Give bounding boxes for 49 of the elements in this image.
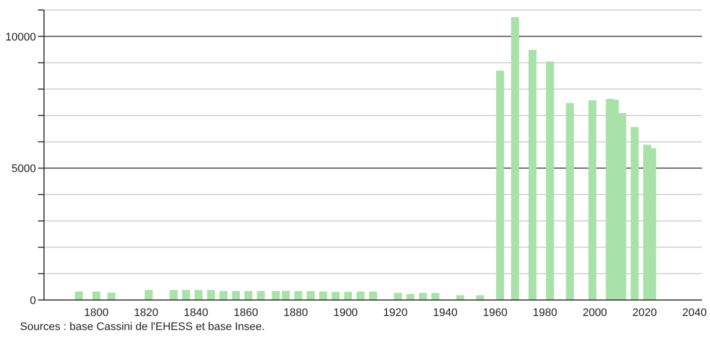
bar — [394, 292, 402, 300]
bar — [319, 292, 328, 300]
bar — [546, 61, 554, 300]
bar — [511, 17, 520, 300]
x-tick-label: 1920 — [383, 306, 408, 319]
bar — [92, 292, 100, 300]
x-tick-label: 1800 — [84, 306, 109, 319]
bar — [431, 292, 440, 300]
x-tick-label: 2020 — [632, 306, 657, 319]
bar — [194, 290, 203, 300]
x-tick-label: 1960 — [482, 306, 508, 319]
bar — [74, 292, 83, 300]
bar — [588, 100, 596, 300]
x-tick-label: 1980 — [532, 306, 558, 319]
y-tick-label: 10000 — [5, 31, 36, 44]
bar — [256, 291, 265, 300]
y-tick-label: 5000 — [12, 163, 36, 176]
bar — [306, 291, 315, 300]
y-tick-label: 0 — [30, 294, 36, 307]
bar — [496, 70, 504, 300]
x-tick-label: 1860 — [234, 306, 258, 319]
bar — [406, 294, 414, 300]
bar — [207, 290, 215, 300]
x-tick-label: 2040 — [682, 306, 707, 319]
x-tick-label: 1820 — [134, 306, 158, 319]
bar — [344, 292, 352, 300]
bar — [356, 292, 365, 300]
bar — [272, 291, 280, 300]
bar — [219, 291, 228, 300]
bar — [232, 291, 240, 300]
bar — [182, 290, 190, 300]
bar — [107, 292, 116, 300]
bar — [528, 50, 537, 300]
bar — [294, 291, 302, 300]
bar — [282, 290, 290, 300]
x-tick-label: 2000 — [582, 306, 608, 319]
bar — [630, 127, 639, 300]
source-note: Sources : base Cassini de l'EHESS et base Insee. — [20, 321, 265, 333]
x-tick-label: 1880 — [283, 306, 308, 319]
x-tick-label: 1940 — [433, 306, 458, 319]
bar — [170, 290, 178, 300]
bar — [418, 292, 427, 300]
bar — [244, 291, 252, 300]
bar — [332, 292, 340, 300]
bar — [369, 292, 378, 300]
bar — [144, 290, 153, 300]
x-tick-label: 1840 — [184, 306, 208, 319]
bar — [566, 103, 574, 300]
x-tick-label: 1900 — [333, 306, 358, 319]
